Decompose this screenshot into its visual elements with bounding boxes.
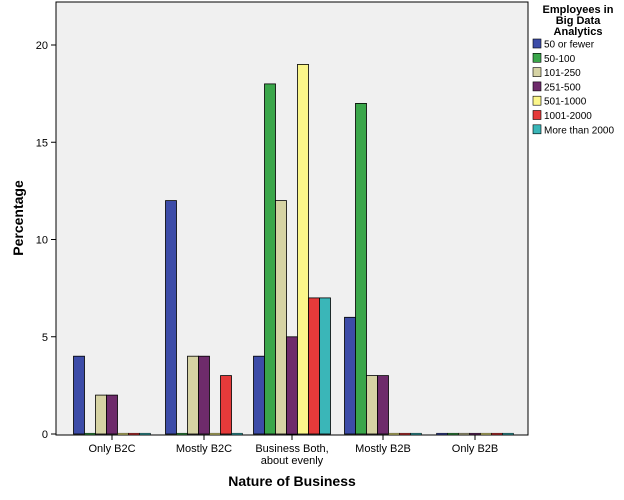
bar bbox=[220, 375, 232, 435]
bar bbox=[344, 316, 356, 435]
bar bbox=[388, 432, 400, 436]
bar bbox=[297, 64, 309, 435]
x-tick-label: Only B2B bbox=[452, 443, 498, 455]
x-tick-label: Mostly B2C bbox=[176, 443, 232, 455]
bar bbox=[366, 375, 378, 435]
bar bbox=[491, 432, 503, 436]
bar bbox=[106, 394, 118, 435]
x-tick-label: Only B2C bbox=[88, 443, 135, 455]
legend-title: Big Data bbox=[556, 15, 602, 27]
x-tick-label: Business Both, bbox=[255, 443, 328, 455]
legend-title: Employees in bbox=[543, 4, 614, 16]
bar bbox=[84, 432, 96, 436]
bar bbox=[308, 297, 320, 435]
legend-swatch bbox=[532, 52, 542, 63]
bar bbox=[209, 432, 221, 436]
y-axis: 0 5 10 15 20 bbox=[36, 40, 56, 441]
bar bbox=[436, 432, 448, 436]
legend-swatch bbox=[532, 67, 542, 77]
bar bbox=[117, 432, 129, 436]
bar bbox=[286, 336, 298, 435]
y-tick-label: 0 bbox=[42, 429, 48, 441]
legend-title: Analytics bbox=[554, 26, 603, 38]
bar bbox=[198, 355, 210, 435]
y-axis-title: Percentage bbox=[10, 180, 26, 256]
bar bbox=[165, 200, 177, 435]
bar bbox=[95, 394, 107, 435]
bar bbox=[264, 83, 276, 435]
bar bbox=[502, 432, 514, 436]
legend-label: 251-500 bbox=[544, 82, 581, 93]
bar bbox=[231, 432, 243, 436]
x-tick-label: Mostly B2B bbox=[355, 443, 411, 455]
bar bbox=[128, 432, 140, 436]
legend-label: 50-100 bbox=[544, 54, 576, 65]
bar bbox=[399, 432, 411, 436]
bars-group bbox=[73, 64, 514, 436]
legend-label: 1001-2000 bbox=[544, 111, 592, 122]
y-tick-label: 20 bbox=[36, 40, 48, 52]
bar bbox=[73, 355, 85, 435]
bar bbox=[355, 103, 367, 435]
legend-swatch bbox=[532, 81, 542, 92]
bar bbox=[447, 432, 459, 436]
bar bbox=[377, 375, 389, 435]
x-axis: Only B2C Mostly B2C Business Both,about ev… bbox=[88, 435, 498, 467]
bar bbox=[253, 355, 265, 435]
bar bbox=[176, 432, 188, 436]
bar bbox=[139, 432, 151, 436]
legend-label: 101-250 bbox=[544, 68, 581, 79]
legend-label: More than 2000 bbox=[544, 125, 614, 136]
y-tick-label: 5 bbox=[42, 332, 48, 344]
legend-swatch bbox=[532, 38, 542, 49]
bar bbox=[469, 432, 481, 436]
legend-swatch bbox=[532, 95, 542, 106]
legend-swatch bbox=[532, 110, 542, 120]
bar bbox=[187, 355, 199, 435]
x-axis-title: Nature of Business bbox=[228, 473, 356, 489]
bar bbox=[480, 432, 492, 436]
bar bbox=[458, 432, 470, 436]
y-tick-label: 15 bbox=[36, 137, 48, 149]
y-tick-label: 10 bbox=[36, 235, 48, 247]
bar bbox=[319, 297, 331, 435]
legend-swatch bbox=[532, 124, 542, 135]
bar bbox=[275, 200, 287, 435]
legend-label: 50 or fewer bbox=[544, 40, 595, 51]
x-tick-label: about evenly bbox=[261, 455, 324, 467]
bar bbox=[410, 432, 422, 436]
legend-label: 501-1000 bbox=[544, 97, 587, 108]
